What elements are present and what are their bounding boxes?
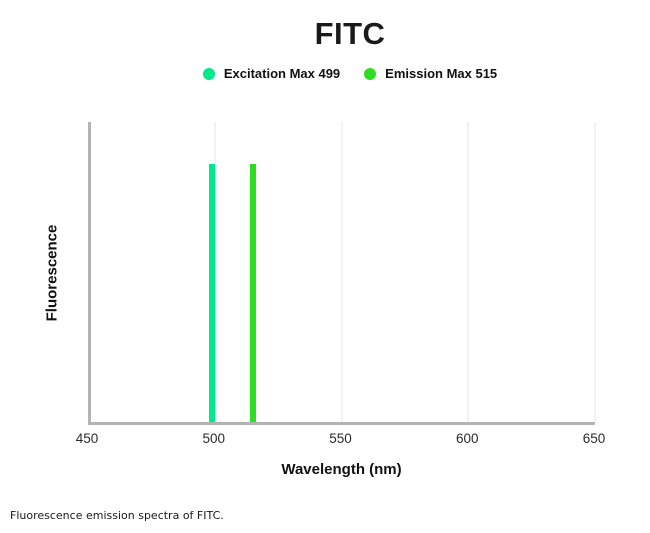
legend-label-excitation: Excitation Max 499 bbox=[223, 66, 341, 81]
legend-label-emission: Emission Max 515 bbox=[385, 66, 498, 81]
emission-dot-icon bbox=[364, 67, 377, 80]
gridline-650 bbox=[594, 122, 596, 422]
excitation-dot-icon bbox=[202, 67, 215, 80]
x-tick-label: 550 bbox=[329, 431, 352, 446]
y-axis-title: Fluorescence bbox=[43, 224, 61, 322]
legend-item-emission[interactable]: Emission Max 515 bbox=[364, 66, 497, 81]
x-tick-label: 600 bbox=[455, 431, 479, 446]
legend: Excitation Max 499 Emission Max 515 bbox=[50, 66, 650, 81]
spectra-bar-499 bbox=[209, 164, 216, 422]
gridline-600 bbox=[467, 122, 470, 422]
x-tick-label: 450 bbox=[75, 431, 99, 446]
x-tick-label: 500 bbox=[202, 431, 226, 446]
chart-title: FITC bbox=[314, 16, 386, 51]
x-axis-title: Wavelength (nm) bbox=[281, 461, 402, 478]
figure-caption: Fluorescence emission spectra of FITC. bbox=[10, 509, 224, 522]
gridline-550 bbox=[340, 122, 343, 422]
legend-item-excitation[interactable]: Excitation Max 499 bbox=[202, 66, 341, 81]
spectra-bar-515 bbox=[249, 164, 256, 422]
plot-area bbox=[88, 122, 596, 425]
x-tick-label: 650 bbox=[582, 431, 606, 446]
